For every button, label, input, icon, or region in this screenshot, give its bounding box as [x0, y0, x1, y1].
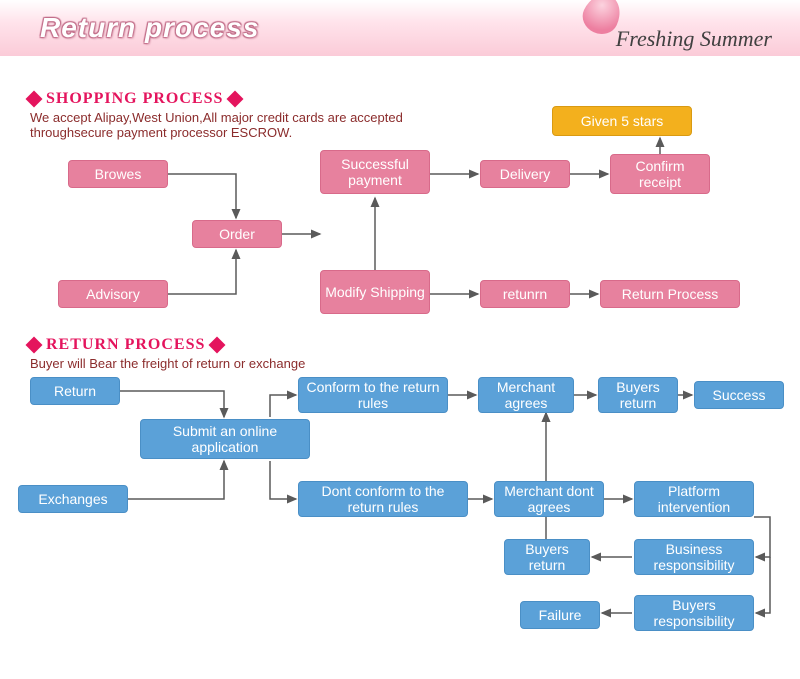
diamond-icon — [227, 91, 244, 108]
node-return: retunrn — [480, 280, 570, 308]
node-succ: Success — [694, 381, 784, 409]
diamond-icon — [26, 337, 43, 354]
node-conf: Conform to the return rules — [298, 377, 448, 413]
node-order: Order — [192, 220, 282, 248]
node-stars: Given 5 stars — [552, 106, 692, 136]
node-submit: Submit an online application — [140, 419, 310, 459]
node-browes: Browes — [68, 160, 168, 188]
node-success: Successful payment — [320, 150, 430, 194]
node-bret1: Buyers return — [598, 377, 678, 413]
header-banner: Return process Freshing Summer — [0, 0, 800, 56]
node-byresp: Buyers responsibility — [634, 595, 754, 631]
node-bresp: Business responsibility — [634, 539, 754, 575]
section2-title: RETURN PROCESS — [46, 336, 205, 354]
node-plat: Platform intervention — [634, 481, 754, 517]
node-confirm: Confirm receipt — [610, 154, 710, 194]
node-mdont: Merchant dont agrees — [494, 481, 604, 517]
page-title: Return process — [40, 12, 259, 44]
node-magree: Merchant agrees — [478, 377, 574, 413]
node-retproc: Return Process — [600, 280, 740, 308]
node-exch: Exchanges — [18, 485, 128, 513]
tagline: Freshing Summer — [616, 26, 772, 52]
return-flowchart: Return Conform to the return rules Merchan… — [0, 377, 800, 647]
node-fail: Failure — [520, 601, 600, 629]
node-modify: Modify Shipping — [320, 270, 430, 314]
section2-heading: RETURN PROCESS — [0, 336, 800, 354]
shopping-flowchart: Given 5 stars Browes Successful payment Del… — [0, 106, 800, 326]
node-deliv: Delivery — [480, 160, 570, 188]
diamond-icon — [209, 337, 226, 354]
diamond-icon — [26, 91, 43, 108]
node-bret2: Buyers return — [504, 539, 590, 575]
node-dont: Dont conform to the return rules — [298, 481, 468, 517]
node-ret: Return — [30, 377, 120, 405]
node-advis: Advisory — [58, 280, 168, 308]
section2-sub: Buyer will Bear the freight of return or… — [0, 354, 800, 371]
